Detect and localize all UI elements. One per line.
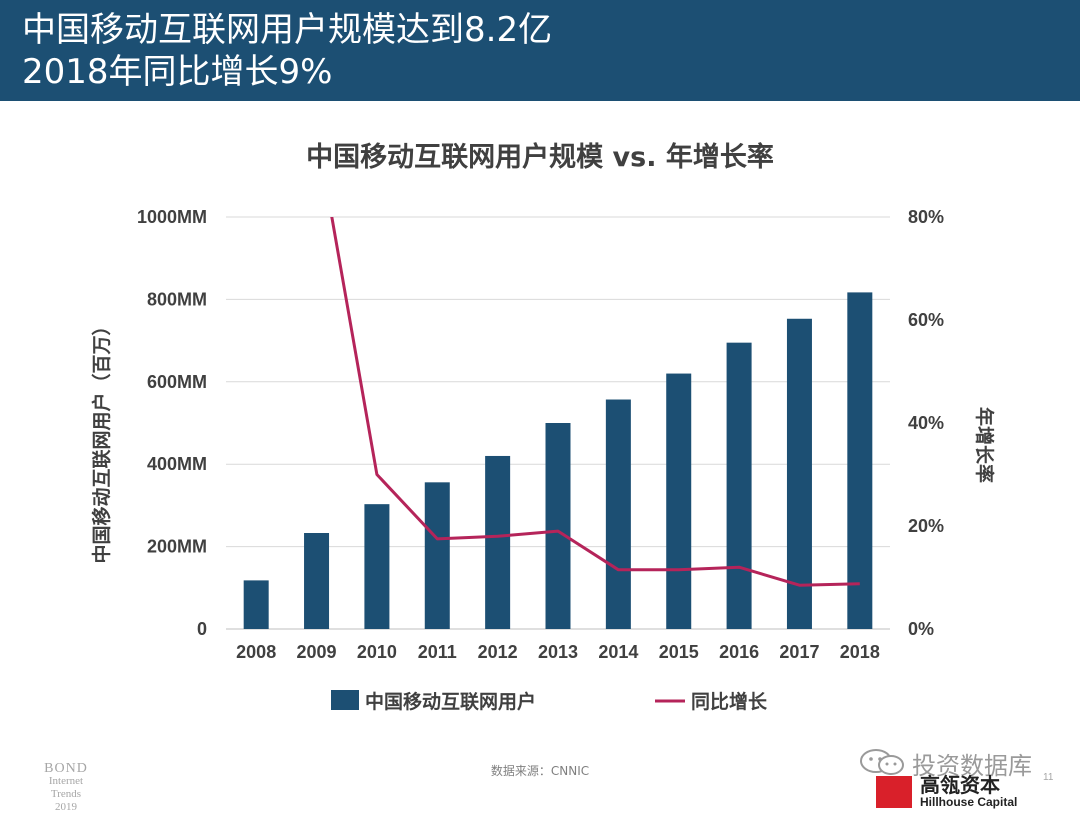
- left-tick-label: 0: [197, 619, 207, 639]
- watermark-text: 投资数据库: [912, 752, 1032, 780]
- bar-2008: [243, 580, 269, 629]
- watermark: 投资数据库: [858, 746, 1058, 780]
- right-tick-label: 0%: [908, 619, 934, 639]
- legend-bar-label: 中国移动互联网用户: [365, 690, 536, 713]
- x-tick-label: 2013: [538, 642, 578, 662]
- right-axis-ticks: 0% 20% 40% 60% 80%: [908, 207, 944, 639]
- legend-bar-swatch: [331, 690, 359, 710]
- line-series: [330, 217, 860, 587]
- right-tick-label: 80%: [908, 207, 944, 227]
- left-tick-label: 600MM: [147, 372, 207, 392]
- growth-line: [330, 217, 860, 587]
- x-tick-label: 2015: [659, 642, 699, 662]
- bar-2010: [364, 504, 390, 629]
- title-banner: 中国移动互联网用户规模达到8.2亿 2018年同比增长9%: [0, 0, 1080, 101]
- x-tick-label: 2010: [357, 642, 397, 662]
- logo-english-name: Hillhouse Capital: [920, 795, 1018, 809]
- bar-2012: [485, 455, 511, 629]
- legend-line-label: 同比增长: [691, 690, 768, 713]
- right-tick-label: 60%: [908, 310, 944, 330]
- bar-2016: [726, 342, 752, 629]
- page-number: 11: [1043, 772, 1054, 783]
- bar-series: [243, 292, 873, 629]
- bar-2017: [786, 318, 812, 629]
- bond-logo: BOND Internet Trends 2019: [36, 762, 96, 814]
- bar-2009: [304, 533, 330, 629]
- bar-2015: [666, 373, 692, 629]
- left-axis-ticks: 0 200MM 400MM 600MM 800MM 1000MM: [137, 207, 207, 639]
- bar-2018: [847, 292, 873, 629]
- legend: 中国移动互联网用户 同比增长: [331, 690, 768, 713]
- left-tick-label: 800MM: [147, 289, 207, 309]
- slide-title-line2: 2018年同比增长9%: [22, 52, 333, 92]
- slide-title-line1: 中国移动互联网用户规模达到8.2亿: [22, 10, 553, 50]
- right-axis-label: 年增长率: [973, 407, 996, 483]
- bar-2014: [605, 399, 631, 629]
- bond-title: BOND: [44, 761, 88, 776]
- x-tick-label: 2017: [779, 642, 819, 662]
- right-tick-label: 20%: [908, 516, 944, 536]
- source-note: 数据来源：CNNIC: [490, 764, 590, 778]
- hillhouse-logo: 高瓴资本 Hillhouse Capital: [876, 774, 1036, 808]
- left-axis-label: 中国移动互联网用户（百万）: [90, 316, 113, 563]
- x-tick-label: 2009: [297, 642, 337, 662]
- bond-year: 2019: [55, 801, 77, 813]
- x-tick-label: 2011: [418, 642, 457, 662]
- bar-2013: [545, 423, 571, 629]
- x-tick-label: 2008: [236, 642, 276, 662]
- logo-mark-icon: [876, 776, 912, 808]
- bond-subtitle: Internet Trends: [48, 775, 84, 800]
- logo-chinese-name: 高瓴资本: [920, 773, 1000, 797]
- bar-2011: [424, 482, 450, 629]
- left-tick-label: 1000MM: [137, 207, 207, 227]
- x-tick-label: 2016: [719, 642, 759, 662]
- right-tick-label: 40%: [908, 413, 944, 433]
- x-axis-ticks: 2008 2009 2010 2011 2012 2013 2014 2015 2016 2017…: [236, 642, 880, 662]
- x-tick-label: 2018: [840, 642, 880, 662]
- x-tick-label: 2014: [598, 642, 638, 662]
- wechat-icon: [860, 749, 904, 775]
- left-tick-label: 400MM: [147, 454, 207, 474]
- x-tick-label: 2012: [478, 642, 518, 662]
- chart-title: 中国移动互联网用户规模 vs. 年增长率: [306, 142, 774, 173]
- left-tick-label: 200MM: [147, 537, 207, 557]
